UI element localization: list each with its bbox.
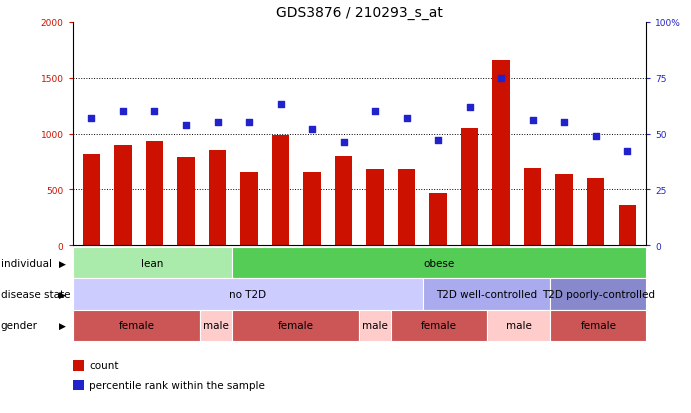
Text: female: female xyxy=(118,320,154,330)
Bar xyxy=(83,154,100,246)
Point xyxy=(370,109,381,115)
Bar xyxy=(146,142,163,246)
Point xyxy=(495,75,507,82)
Text: ▶: ▶ xyxy=(59,259,66,268)
Title: GDS3876 / 210293_s_at: GDS3876 / 210293_s_at xyxy=(276,6,443,20)
Bar xyxy=(429,193,447,246)
Text: percentile rank within the sample: percentile rank within the sample xyxy=(89,380,265,390)
Text: obese: obese xyxy=(424,258,455,268)
Bar xyxy=(398,170,415,246)
Point xyxy=(433,138,444,144)
Bar xyxy=(114,145,132,246)
Text: female: female xyxy=(580,320,616,330)
Bar xyxy=(556,174,573,246)
Bar xyxy=(366,170,384,246)
Text: disease state: disease state xyxy=(1,289,70,299)
Text: individual: individual xyxy=(1,258,52,268)
Bar xyxy=(618,206,636,246)
Text: female: female xyxy=(278,320,314,330)
Text: count: count xyxy=(89,361,119,370)
Text: female: female xyxy=(421,320,457,330)
Bar xyxy=(587,178,605,246)
Point xyxy=(338,140,349,147)
Point xyxy=(464,104,475,111)
Point xyxy=(180,122,191,128)
Text: ▶: ▶ xyxy=(59,321,66,330)
Bar xyxy=(493,61,510,246)
Point xyxy=(307,126,318,133)
Text: male: male xyxy=(362,320,388,330)
Bar xyxy=(178,158,195,246)
Text: gender: gender xyxy=(1,320,38,330)
Text: T2D poorly-controlled: T2D poorly-controlled xyxy=(542,289,655,299)
Point xyxy=(401,115,412,122)
Bar xyxy=(335,157,352,246)
Point xyxy=(86,115,97,122)
Text: ▶: ▶ xyxy=(59,290,66,299)
Point xyxy=(243,120,254,126)
Bar xyxy=(461,129,478,246)
Point xyxy=(558,120,569,126)
Point xyxy=(590,133,601,140)
Point xyxy=(212,120,223,126)
Point xyxy=(117,109,129,115)
Bar xyxy=(209,151,226,246)
Text: male: male xyxy=(506,320,531,330)
Point xyxy=(527,118,538,124)
Bar xyxy=(240,172,258,246)
Bar xyxy=(272,135,290,246)
Text: male: male xyxy=(203,320,229,330)
Bar xyxy=(303,172,321,246)
Point xyxy=(149,109,160,115)
Bar xyxy=(524,169,541,246)
Text: no T2D: no T2D xyxy=(229,289,266,299)
Text: lean: lean xyxy=(141,258,163,268)
Point xyxy=(275,102,286,109)
Text: T2D well-controlled: T2D well-controlled xyxy=(436,289,538,299)
Point xyxy=(622,149,633,155)
